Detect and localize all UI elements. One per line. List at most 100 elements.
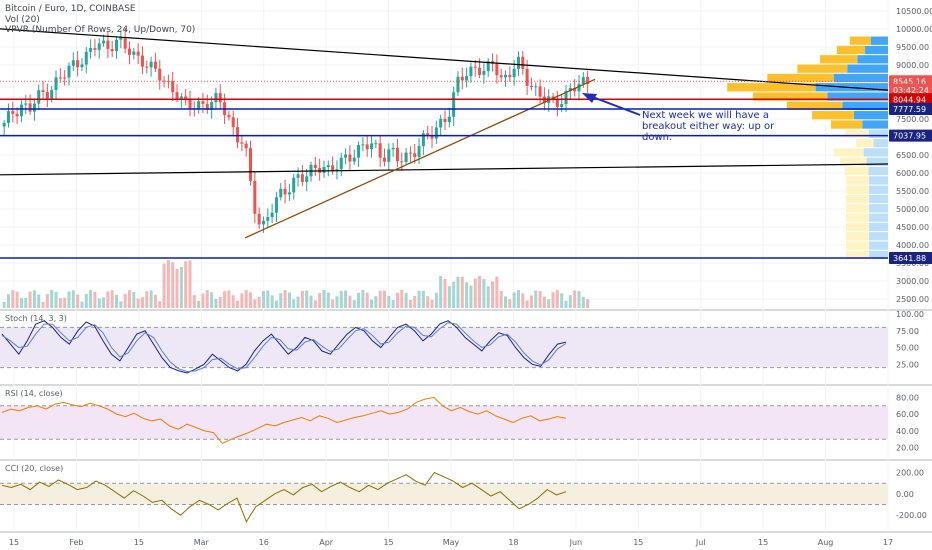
candle-body-down: [555, 98, 559, 108]
candle-body-down: [400, 161, 404, 163]
candle-body-up: [374, 143, 378, 145]
candle-body-down: [313, 164, 317, 169]
candle-body-up: [279, 188, 283, 198]
candle-body-up: [305, 176, 309, 182]
volume-bar: [335, 296, 339, 308]
volume-bar: [287, 292, 291, 308]
vpvr-down-bar: [846, 241, 870, 250]
volume-bar: [370, 299, 374, 308]
volume-bar: [387, 295, 391, 308]
vpvr-up-bar: [866, 157, 888, 166]
symbol-title[interactable]: Bitcoin / Euro, 1D, COINBASE: [5, 4, 136, 14]
candle-body-up: [67, 65, 71, 78]
volume-indicator-label[interactable]: Vol (20): [5, 15, 40, 25]
price-tick-label: 5500.00: [896, 187, 929, 196]
vpvr-down-bar: [849, 36, 871, 45]
volume-bar: [564, 300, 568, 308]
volume-bar: [305, 290, 309, 308]
time-axis[interactable]: 15 Feb 15 Mar 16 Apr 15 May 18 Jun 15 Jul 15 Aug 17: [9, 538, 893, 547]
candle-body-up: [339, 157, 343, 170]
time-tick-label: Mar: [194, 538, 210, 547]
volume-bar: [577, 291, 581, 308]
volume-bar: [365, 292, 369, 308]
candle-body-down: [495, 63, 499, 76]
volume-bar: [15, 291, 19, 308]
candle-body-up: [97, 43, 101, 50]
volume-bar: [512, 292, 516, 308]
candle-body-down: [408, 152, 412, 154]
volume-bar: [253, 299, 257, 308]
volume-bar: [175, 268, 179, 308]
candle-body-up: [391, 147, 395, 150]
vpvr-down-bar: [846, 222, 870, 232]
candle-body-down: [331, 165, 335, 171]
candle-body-up: [581, 77, 585, 85]
time-tick-label: Aug: [818, 538, 834, 547]
volume-bar: [482, 279, 486, 308]
cci-series-cci: [1, 471, 567, 523]
candle-body-up: [102, 40, 106, 44]
volume-bar: [127, 290, 132, 308]
vpvr-down-bar: [855, 138, 874, 148]
vpvr-up-bar: [868, 129, 888, 138]
volume-bar: [456, 276, 460, 308]
candle-body-down: [145, 66, 149, 68]
cci-band: [0, 483, 888, 505]
volume-bar: [197, 300, 201, 308]
price-tick-label: 9500.00: [896, 43, 929, 52]
vpvr-indicator-label[interactable]: VPVR (Number Of Rows, 24, Up/Down, 70): [5, 25, 196, 35]
vpvr-down-bar: [753, 92, 828, 101]
price-tag-label: 03:42:24: [893, 86, 929, 95]
time-tick-label: 17: [883, 538, 893, 547]
volume-bar: [469, 285, 473, 308]
candle-body-up: [469, 66, 473, 77]
vpvr-up-bar: [847, 64, 888, 73]
candle-body-up: [439, 118, 443, 128]
vpvr-up-bar: [857, 55, 888, 64]
volume-bar: [19, 297, 23, 308]
volume-bar: [110, 290, 114, 308]
vpvr-down-bar: [797, 64, 848, 73]
volume-bar: [374, 296, 378, 308]
candle-body-down: [153, 61, 157, 69]
vpvr-up-bar: [870, 36, 888, 45]
vpvr-down-bar: [845, 129, 869, 138]
candle-body-up: [296, 174, 300, 178]
volume-bar: [573, 290, 577, 308]
candle-body-down: [41, 90, 45, 92]
volume-bar: [123, 293, 127, 308]
volume-bar: [270, 295, 274, 308]
candle-body-up: [512, 68, 516, 78]
candle-body-down: [382, 157, 387, 162]
candle-body-down: [443, 118, 447, 123]
candle-body-down: [136, 51, 140, 56]
candle-body-up: [210, 102, 214, 110]
volume-bar: [309, 295, 313, 308]
candle-body-down: [426, 133, 430, 136]
candle-body-down: [348, 154, 352, 162]
volume-bar: [158, 301, 162, 308]
rsi-tick-label: 40.00: [896, 427, 919, 436]
stoch-series-k: [1, 320, 567, 374]
volume-bar: [352, 300, 356, 308]
annotation-note: Next week we will have a breakout either…: [642, 110, 775, 143]
volume-bar: [283, 290, 287, 308]
volume-bar: [115, 294, 119, 308]
candle-body-down: [218, 93, 222, 103]
volume-bar: [119, 301, 123, 308]
price-tag: [889, 129, 932, 142]
volume-bar: [443, 278, 447, 308]
vpvr-up-bar: [827, 92, 888, 101]
volume-bar: [223, 291, 227, 308]
volume-bar: [460, 276, 464, 308]
candle-body-down: [123, 37, 127, 49]
ascending-support-line: [244, 78, 596, 239]
candle-body-down: [586, 77, 590, 84]
volume-bar: [106, 291, 110, 308]
vpvr-up-bar: [869, 250, 888, 260]
candle-body-down: [460, 76, 464, 81]
candle-body-down: [253, 180, 257, 214]
candle-body-down: [110, 48, 114, 52]
